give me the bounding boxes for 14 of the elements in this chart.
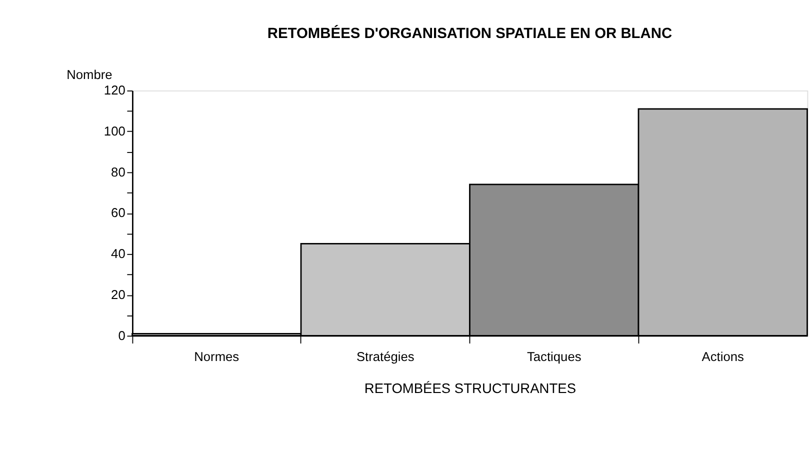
- y-tick-label: 20: [111, 286, 126, 302]
- x-tick-label: Normes: [194, 348, 240, 364]
- y-tick-label: 0: [118, 328, 126, 343]
- chart-title: RETOMBÉES D'ORGANISATION SPATIALE EN OR BLANC: [267, 24, 672, 42]
- y-tick-label: 80: [111, 164, 126, 180]
- y-axis-title: Nombre: [66, 67, 112, 82]
- y-tick-label: 60: [111, 205, 126, 220]
- y-tick-label: 120: [104, 82, 126, 98]
- x-tick-label: Tactiques: [526, 348, 582, 364]
- x-tick-label: Stratégies: [356, 348, 414, 364]
- y-tick-label: 100: [104, 123, 126, 138]
- x-axis-title: RETOMBÉES STRUCTURANTES: [364, 381, 576, 396]
- x-tick-label: Actions: [702, 348, 744, 364]
- y-tick-label: 40: [111, 246, 126, 262]
